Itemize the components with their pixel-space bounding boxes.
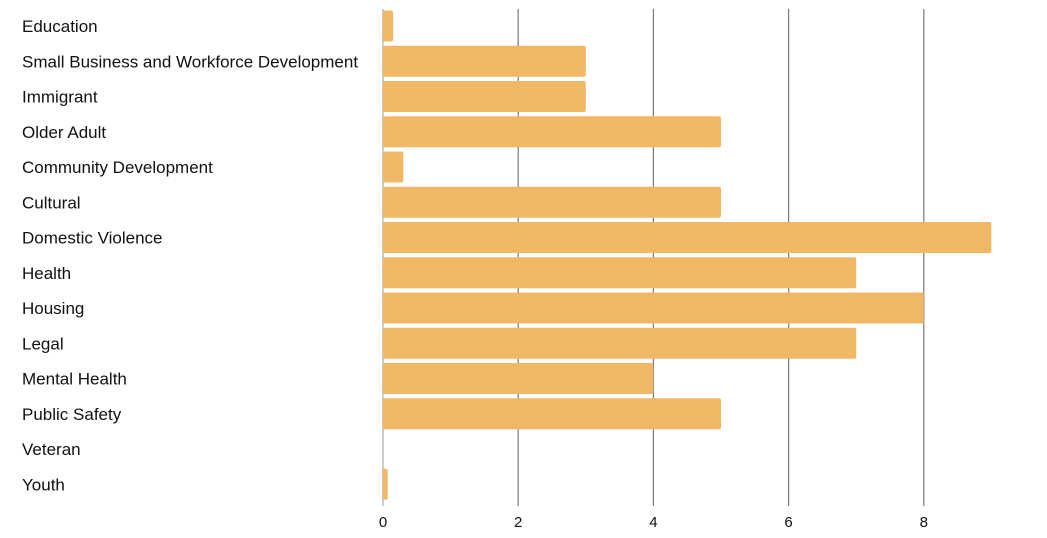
bar <box>383 398 721 430</box>
bar <box>383 151 404 183</box>
bar <box>383 45 586 77</box>
x-tick-labels: 0 2 4 6 8 <box>379 514 928 531</box>
category-label: Youth <box>22 475 65 494</box>
bars <box>383 10 992 500</box>
bar <box>383 222 992 253</box>
bar <box>383 327 857 359</box>
category-labels: Education Small Business and Workforce De… <box>22 17 358 494</box>
category-label: Housing <box>22 299 84 318</box>
bar <box>383 292 924 324</box>
category-label: Legal <box>22 334 64 353</box>
bar <box>383 186 721 218</box>
category-label: Small Business and Workforce Development <box>22 52 358 71</box>
category-label: Public Safety <box>22 405 122 424</box>
category-label: Health <box>22 264 71 283</box>
category-label: Education <box>22 17 98 36</box>
x-tick-label: 2 <box>514 514 522 531</box>
x-tick-label: 4 <box>649 514 657 531</box>
category-label: Community Development <box>22 158 213 177</box>
bar <box>383 363 654 394</box>
category-label: Cultural <box>22 193 81 212</box>
bar <box>383 468 388 500</box>
bar <box>383 116 721 148</box>
x-tick-label: 6 <box>784 514 792 531</box>
category-label: Mental Health <box>22 370 127 389</box>
x-tick-label: 0 <box>379 514 387 531</box>
bar <box>383 257 857 289</box>
bar <box>383 10 394 42</box>
bar <box>383 81 586 112</box>
x-tick-label: 8 <box>920 514 928 531</box>
category-label: Immigrant <box>22 88 98 107</box>
category-label: Domestic Violence <box>22 229 162 248</box>
category-label: Veteran <box>22 440 81 459</box>
category-label: Older Adult <box>22 123 106 142</box>
